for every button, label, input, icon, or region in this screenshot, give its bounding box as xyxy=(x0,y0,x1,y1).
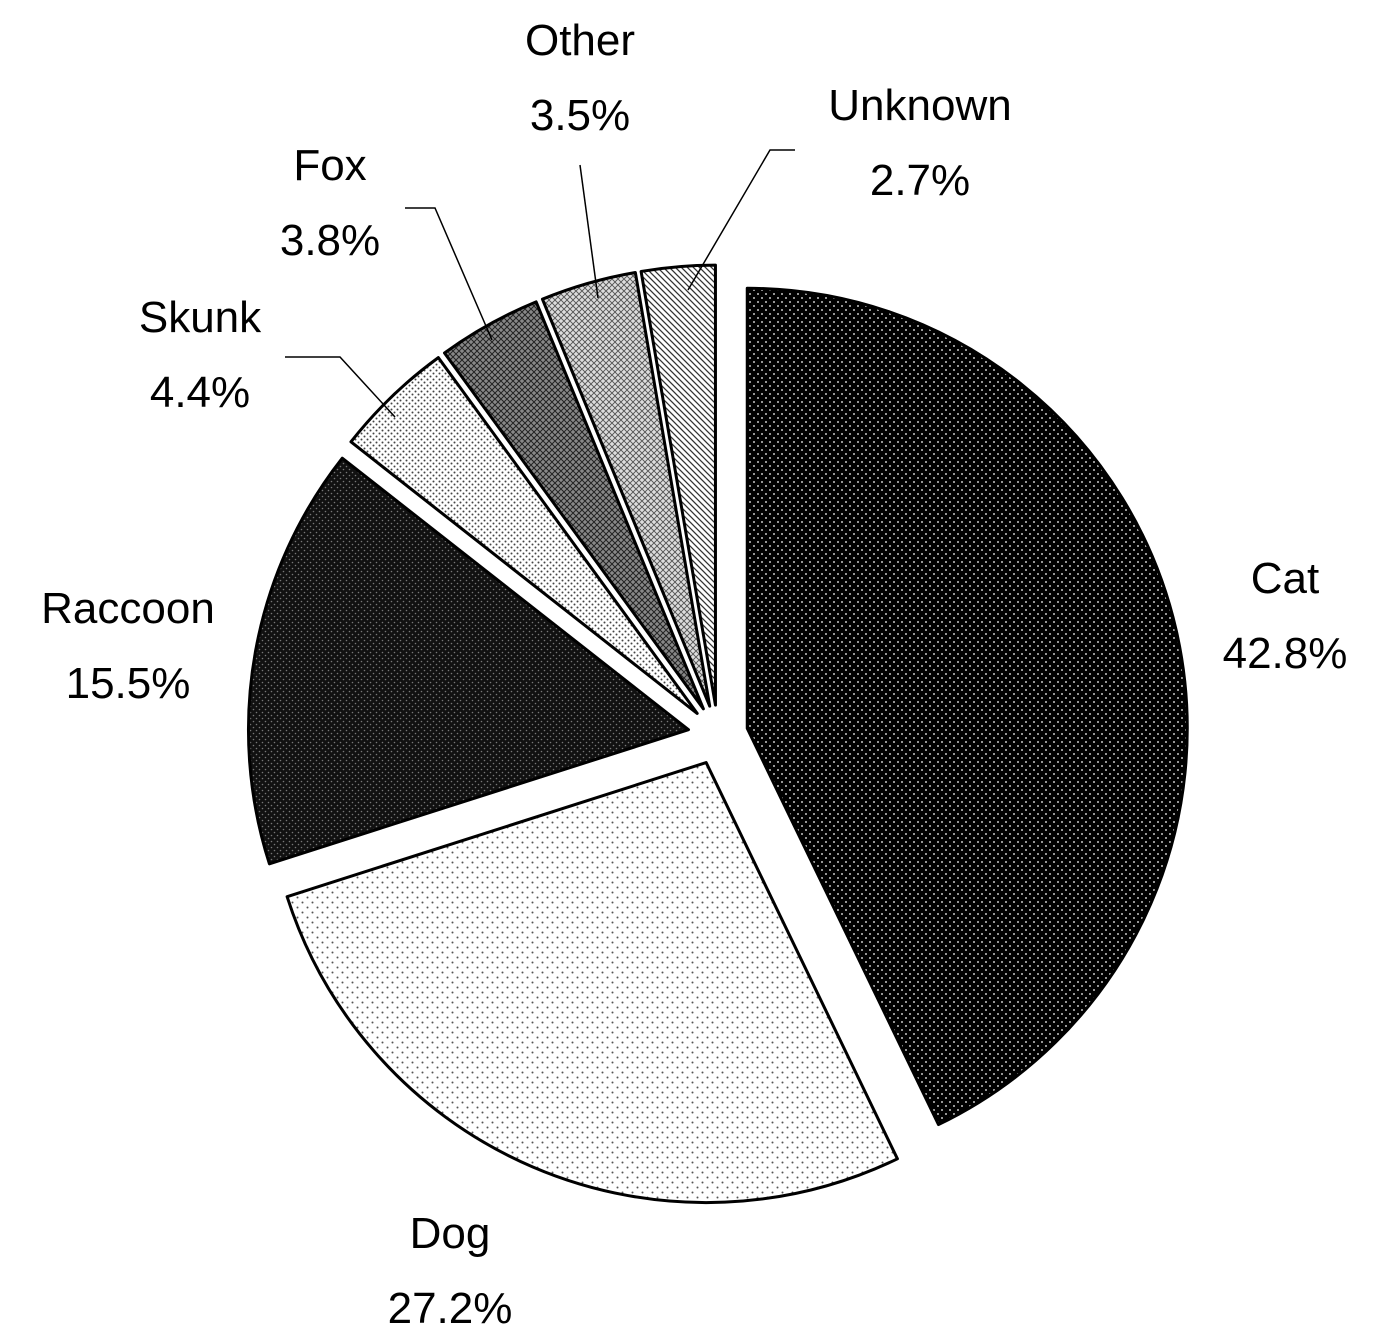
slice-label-raccoon: Raccoon xyxy=(41,584,215,633)
pie-slice-skunk xyxy=(349,356,699,715)
slice-value-unknown: 2.7% xyxy=(870,156,970,205)
slice-value-raccoon: 15.5% xyxy=(66,659,191,708)
leader-line-fox xyxy=(405,207,493,341)
pie-slice-cat xyxy=(745,286,1189,1127)
slice-label-other: Other xyxy=(525,16,635,65)
slice-label-fox: Fox xyxy=(293,141,366,190)
pie-slices xyxy=(246,263,1189,1205)
pie-slice-dog xyxy=(285,761,899,1205)
leader-line-other xyxy=(579,164,599,299)
leader-lines xyxy=(285,149,795,418)
slice-value-skunk: 4.4% xyxy=(150,368,250,417)
pie-slice-unknown xyxy=(639,263,717,707)
slice-label-cat: Cat xyxy=(1251,554,1319,603)
slice-value-fox: 3.8% xyxy=(280,216,380,265)
slice-label-skunk: Skunk xyxy=(139,293,262,342)
pie-slice-fox xyxy=(443,300,705,711)
pie-slice-raccoon xyxy=(246,456,690,866)
slice-label-unknown: Unknown xyxy=(828,81,1011,130)
slice-value-dog: 27.2% xyxy=(388,1284,513,1329)
slice-value-cat: 42.8% xyxy=(1223,629,1348,678)
pie-slice-other xyxy=(540,270,712,708)
slice-value-other: 3.5% xyxy=(530,91,630,140)
leader-line-unknown xyxy=(687,149,795,291)
slice-labels: Cat 42.8% Dog 27.2% Raccoon 15.5% Skunk 4.4% Fox… xyxy=(41,16,1347,1329)
leader-line-skunk xyxy=(285,356,396,418)
slice-label-dog: Dog xyxy=(410,1209,491,1258)
